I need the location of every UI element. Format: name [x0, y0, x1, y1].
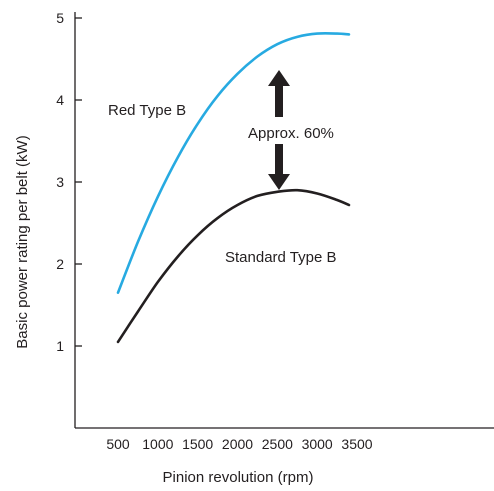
- double-arrow-icon: [268, 70, 290, 190]
- x-axis-title: Pinion revolution (rpm): [163, 469, 314, 486]
- y-axis-title: Basic power rating per belt (kW): [14, 135, 31, 348]
- series-lines: [116, 31, 351, 344]
- x-tick-label: 1500: [182, 436, 213, 452]
- arrow-up-icon: [268, 70, 290, 117]
- tick-labels: 1 2 3 4 5 500 1000 1500 2000 2500 3000 3500: [56, 10, 373, 452]
- y-tick-label: 5: [56, 10, 64, 26]
- y-tick-label: 4: [56, 92, 64, 108]
- y-tick-label: 3: [56, 174, 64, 190]
- x-tick-label: 2000: [222, 436, 253, 452]
- x-tick-label: 3500: [341, 436, 372, 452]
- series-line-standard-type-b: [116, 188, 351, 344]
- y-tick-label: 2: [56, 256, 64, 272]
- tick-marks: [75, 17, 82, 347]
- x-tick-label: 500: [106, 436, 130, 452]
- axes: [74, 12, 494, 429]
- x-tick-label: 2500: [262, 436, 293, 452]
- x-tick-label: 1000: [142, 436, 173, 452]
- x-tick-label: 3000: [302, 436, 333, 452]
- annotation-approx-60: Approx. 60%: [248, 125, 334, 142]
- series-label-red-type-b: Red Type B: [108, 102, 186, 119]
- series-line-red-type-b: [116, 31, 351, 294]
- y-tick-label: 1: [56, 338, 64, 354]
- arrow-down-icon: [268, 144, 290, 190]
- series-label-standard-type-b: Standard Type B: [225, 249, 336, 266]
